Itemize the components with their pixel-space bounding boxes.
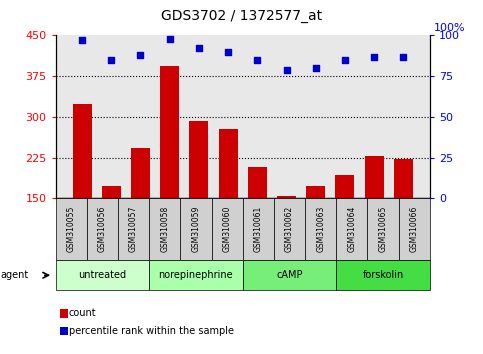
Bar (102, 186, 121, 198)
Text: GSM310057: GSM310057 (129, 206, 138, 252)
Point (312, 65, 320, 71)
Point (224, 49, 232, 55)
Text: GSM310056: GSM310056 (98, 206, 107, 252)
Point (107, 57, 115, 63)
Bar (72, 104, 92, 198)
Bar (336, 175, 355, 198)
Bar (131, 148, 150, 198)
Bar (189, 121, 208, 198)
Text: cAMP: cAMP (276, 270, 303, 280)
Bar (248, 167, 267, 198)
Text: GSM310066: GSM310066 (410, 206, 419, 252)
Text: GSM310059: GSM310059 (191, 206, 200, 252)
Point (195, 46, 203, 51)
Text: percentile rank within the sample: percentile rank within the sample (69, 326, 234, 336)
Point (370, 54, 378, 59)
Bar (219, 129, 238, 198)
Text: GDS3702 / 1372577_at: GDS3702 / 1372577_at (161, 9, 322, 23)
Text: norepinephrine: norepinephrine (158, 270, 233, 280)
Text: GSM310058: GSM310058 (160, 206, 169, 252)
Text: GSM310065: GSM310065 (379, 206, 387, 252)
Point (399, 54, 407, 59)
Text: forskolin: forskolin (362, 270, 404, 280)
Text: GSM310064: GSM310064 (347, 206, 356, 252)
Text: count: count (69, 308, 97, 318)
Bar (365, 156, 384, 198)
Bar (394, 159, 413, 198)
Point (254, 57, 261, 63)
Text: agent: agent (1, 270, 29, 280)
Point (283, 67, 290, 73)
Text: untreated: untreated (78, 270, 127, 280)
Text: GSM310063: GSM310063 (316, 206, 325, 252)
Point (137, 52, 144, 58)
Bar (306, 186, 325, 198)
Bar (160, 66, 179, 198)
Text: GSM310055: GSM310055 (67, 206, 76, 252)
Text: 100%: 100% (434, 23, 466, 33)
Text: GSM310062: GSM310062 (285, 206, 294, 252)
Text: GSM310061: GSM310061 (254, 206, 263, 252)
Bar (277, 195, 296, 198)
Point (166, 36, 173, 41)
Point (78, 38, 86, 43)
Text: GSM310060: GSM310060 (223, 206, 232, 252)
Point (341, 57, 349, 63)
